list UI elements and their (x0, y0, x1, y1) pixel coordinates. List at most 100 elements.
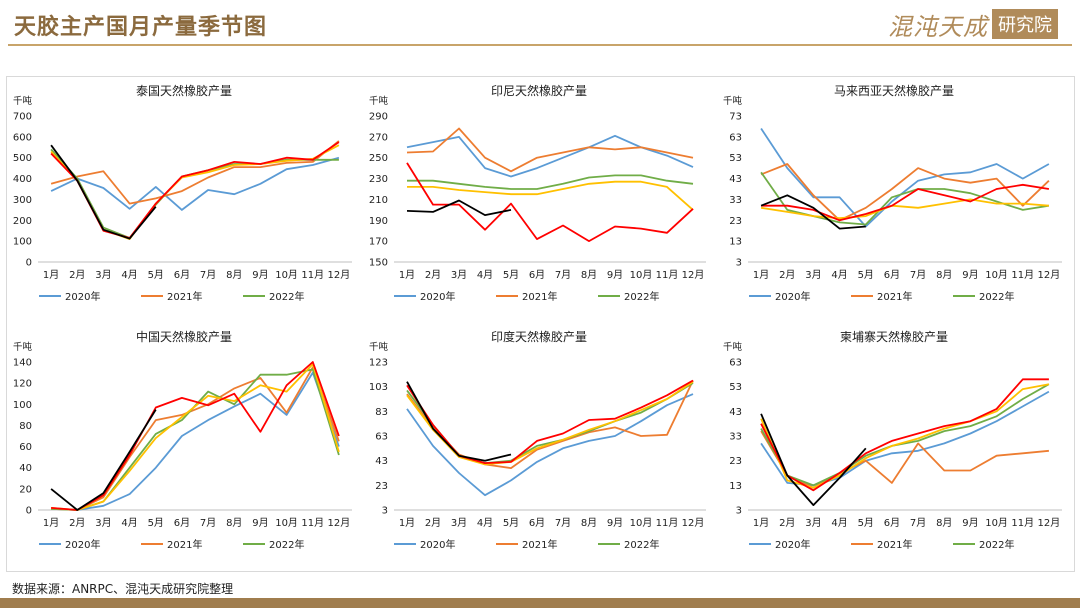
x-tick-label: 10月 (275, 269, 298, 281)
series-line (760, 198, 1049, 220)
x-tick-label: 1月 (753, 517, 769, 529)
y-tick-label: 0 (26, 506, 32, 517)
y-unit-label: 千吨 (369, 95, 389, 107)
x-tick-label: 8月 (936, 517, 952, 529)
y-unit-label: 千吨 (723, 95, 743, 107)
y-tick-label: 140 (13, 358, 32, 369)
series-line (51, 368, 340, 511)
series-line-2020年 (51, 371, 340, 511)
source-note: 数据来源：ANRPC、混沌天成研究院整理 (12, 582, 234, 596)
series-line (761, 183, 1050, 222)
y-tick-label: 43 (375, 456, 388, 467)
legend-label: 2021年 (167, 538, 202, 551)
x-tick-label: 7月 (555, 269, 571, 281)
x-tick-label: 11月 (656, 517, 679, 529)
legend-label: 2021年 (522, 290, 557, 303)
legend-label: 2022年 (269, 290, 304, 303)
legend-label: 2021年 (167, 290, 202, 303)
x-tick-label: 11月 (1011, 517, 1034, 529)
y-tick-label: 120 (13, 379, 32, 390)
x-tick-label: 12月 (682, 269, 705, 281)
x-tick-label: 10月 (630, 517, 653, 529)
chart-cambodia: 柬埔寨天然橡胶产量 千吨 3 13 23 33 43 53 63 1月 2月 3月 4月 5月 6月 7月 8月… (718, 324, 1070, 568)
x-tick-label: 11月 (656, 269, 679, 281)
legend-label: 2020年 (65, 290, 100, 303)
y-tick-label: 3 (736, 258, 742, 269)
x-tick-label: 5月 (503, 269, 519, 281)
y-unit-label: 千吨 (13, 341, 33, 353)
chart-title: 马来西亚天然橡胶产量 (834, 83, 954, 98)
legend-label: 2020年 (65, 538, 100, 551)
legend-label: 2020年 (775, 538, 810, 551)
series-line (406, 162, 694, 242)
series-line-2021年 (760, 430, 1049, 489)
x-tick-label: 1月 (43, 269, 59, 281)
series-line-2020年 (406, 393, 694, 497)
chart-thailand: 泰国天然橡胶产量 千吨 0 100 200 300 400 500 600 700 1月 2月 3月 4月… (8, 78, 360, 320)
x-tick-label: 11月 (301, 269, 324, 281)
x-tick-label: 10月 (275, 517, 298, 529)
x-tick-label: 9月 (607, 517, 623, 529)
y-tick-label: 23 (729, 216, 742, 227)
y-tick-label: 100 (13, 400, 32, 411)
series-line (406, 199, 512, 216)
series-line (406, 382, 694, 464)
x-tick-label: 5月 (148, 269, 164, 281)
x-tick-label: 12月 (1038, 517, 1061, 529)
series-line (51, 361, 340, 511)
y-tick-label: 200 (13, 216, 32, 227)
y-unit-label: 千吨 (723, 341, 743, 353)
y-tick-label: 400 (13, 174, 32, 185)
y-tick-label: 53 (729, 382, 742, 393)
x-tick-label: 9月 (962, 517, 978, 529)
y-tick-label: 53 (729, 153, 742, 164)
x-tick-label: 12月 (682, 517, 705, 529)
legend-label: 2020年 (420, 538, 455, 551)
x-tick-label: 2月 (69, 517, 85, 529)
y-tick-label: 500 (13, 153, 32, 164)
y-tick-label: 600 (13, 132, 32, 143)
x-tick-label: 5月 (503, 517, 519, 529)
chart-india: 印度天然橡胶产量 千吨 3 23 43 63 83 103 123 1月 2月 3月 4月 5月 6月 7月 8… (364, 324, 714, 568)
x-tick-label: 6月 (884, 517, 900, 529)
x-tick-label: 4月 (831, 269, 847, 281)
chart-title: 中国天然橡胶产量 (136, 329, 232, 344)
chart-title: 柬埔寨天然橡胶产量 (840, 329, 948, 344)
y-tick-label: 20 (19, 484, 32, 495)
y-tick-label: 170 (369, 237, 388, 248)
chart-china: 中国天然橡胶产量 千吨 0 20 40 60 80 100 120 140 1月 2月 3月 4月 5月 6月… (8, 324, 360, 568)
x-tick-label: 2月 (69, 269, 85, 281)
x-tick-label: 4月 (477, 517, 493, 529)
series-line (760, 194, 866, 230)
x-tick-label: 10月 (985, 517, 1008, 529)
x-tick-label: 6月 (529, 269, 545, 281)
y-tick-label: 33 (729, 432, 742, 443)
footer-bar (0, 598, 1080, 608)
series-line (407, 180, 694, 211)
chart-title: 泰国天然橡胶产量 (136, 83, 232, 98)
y-tick-label: 23 (729, 456, 742, 467)
x-tick-label: 3月 (95, 517, 111, 529)
series-line-2020年 (406, 134, 694, 178)
y-tick-label: 290 (369, 112, 388, 123)
x-tick-label: 4月 (121, 269, 137, 281)
x-tick-label: 5月 (858, 269, 874, 281)
series-line (406, 379, 694, 464)
chart-grid-frame (6, 76, 1075, 572)
y-tick-label: 60 (19, 442, 32, 453)
y-unit-label: 千吨 (13, 95, 33, 107)
chart-malaysia: 马来西亚天然橡胶产量 千吨 3 13 23 33 43 53 63 73 1月 2月 3月 4月 5月 6月 7… (718, 78, 1070, 320)
x-tick-label: 3月 (451, 517, 467, 529)
y-tick-label: 100 (13, 237, 32, 248)
header-divider (8, 44, 1072, 46)
y-tick-label: 270 (369, 132, 388, 143)
x-tick-label: 1月 (399, 517, 415, 529)
x-tick-label: 4月 (121, 517, 137, 529)
y-tick-label: 3 (736, 506, 742, 517)
y-tick-label: 83 (375, 407, 388, 418)
